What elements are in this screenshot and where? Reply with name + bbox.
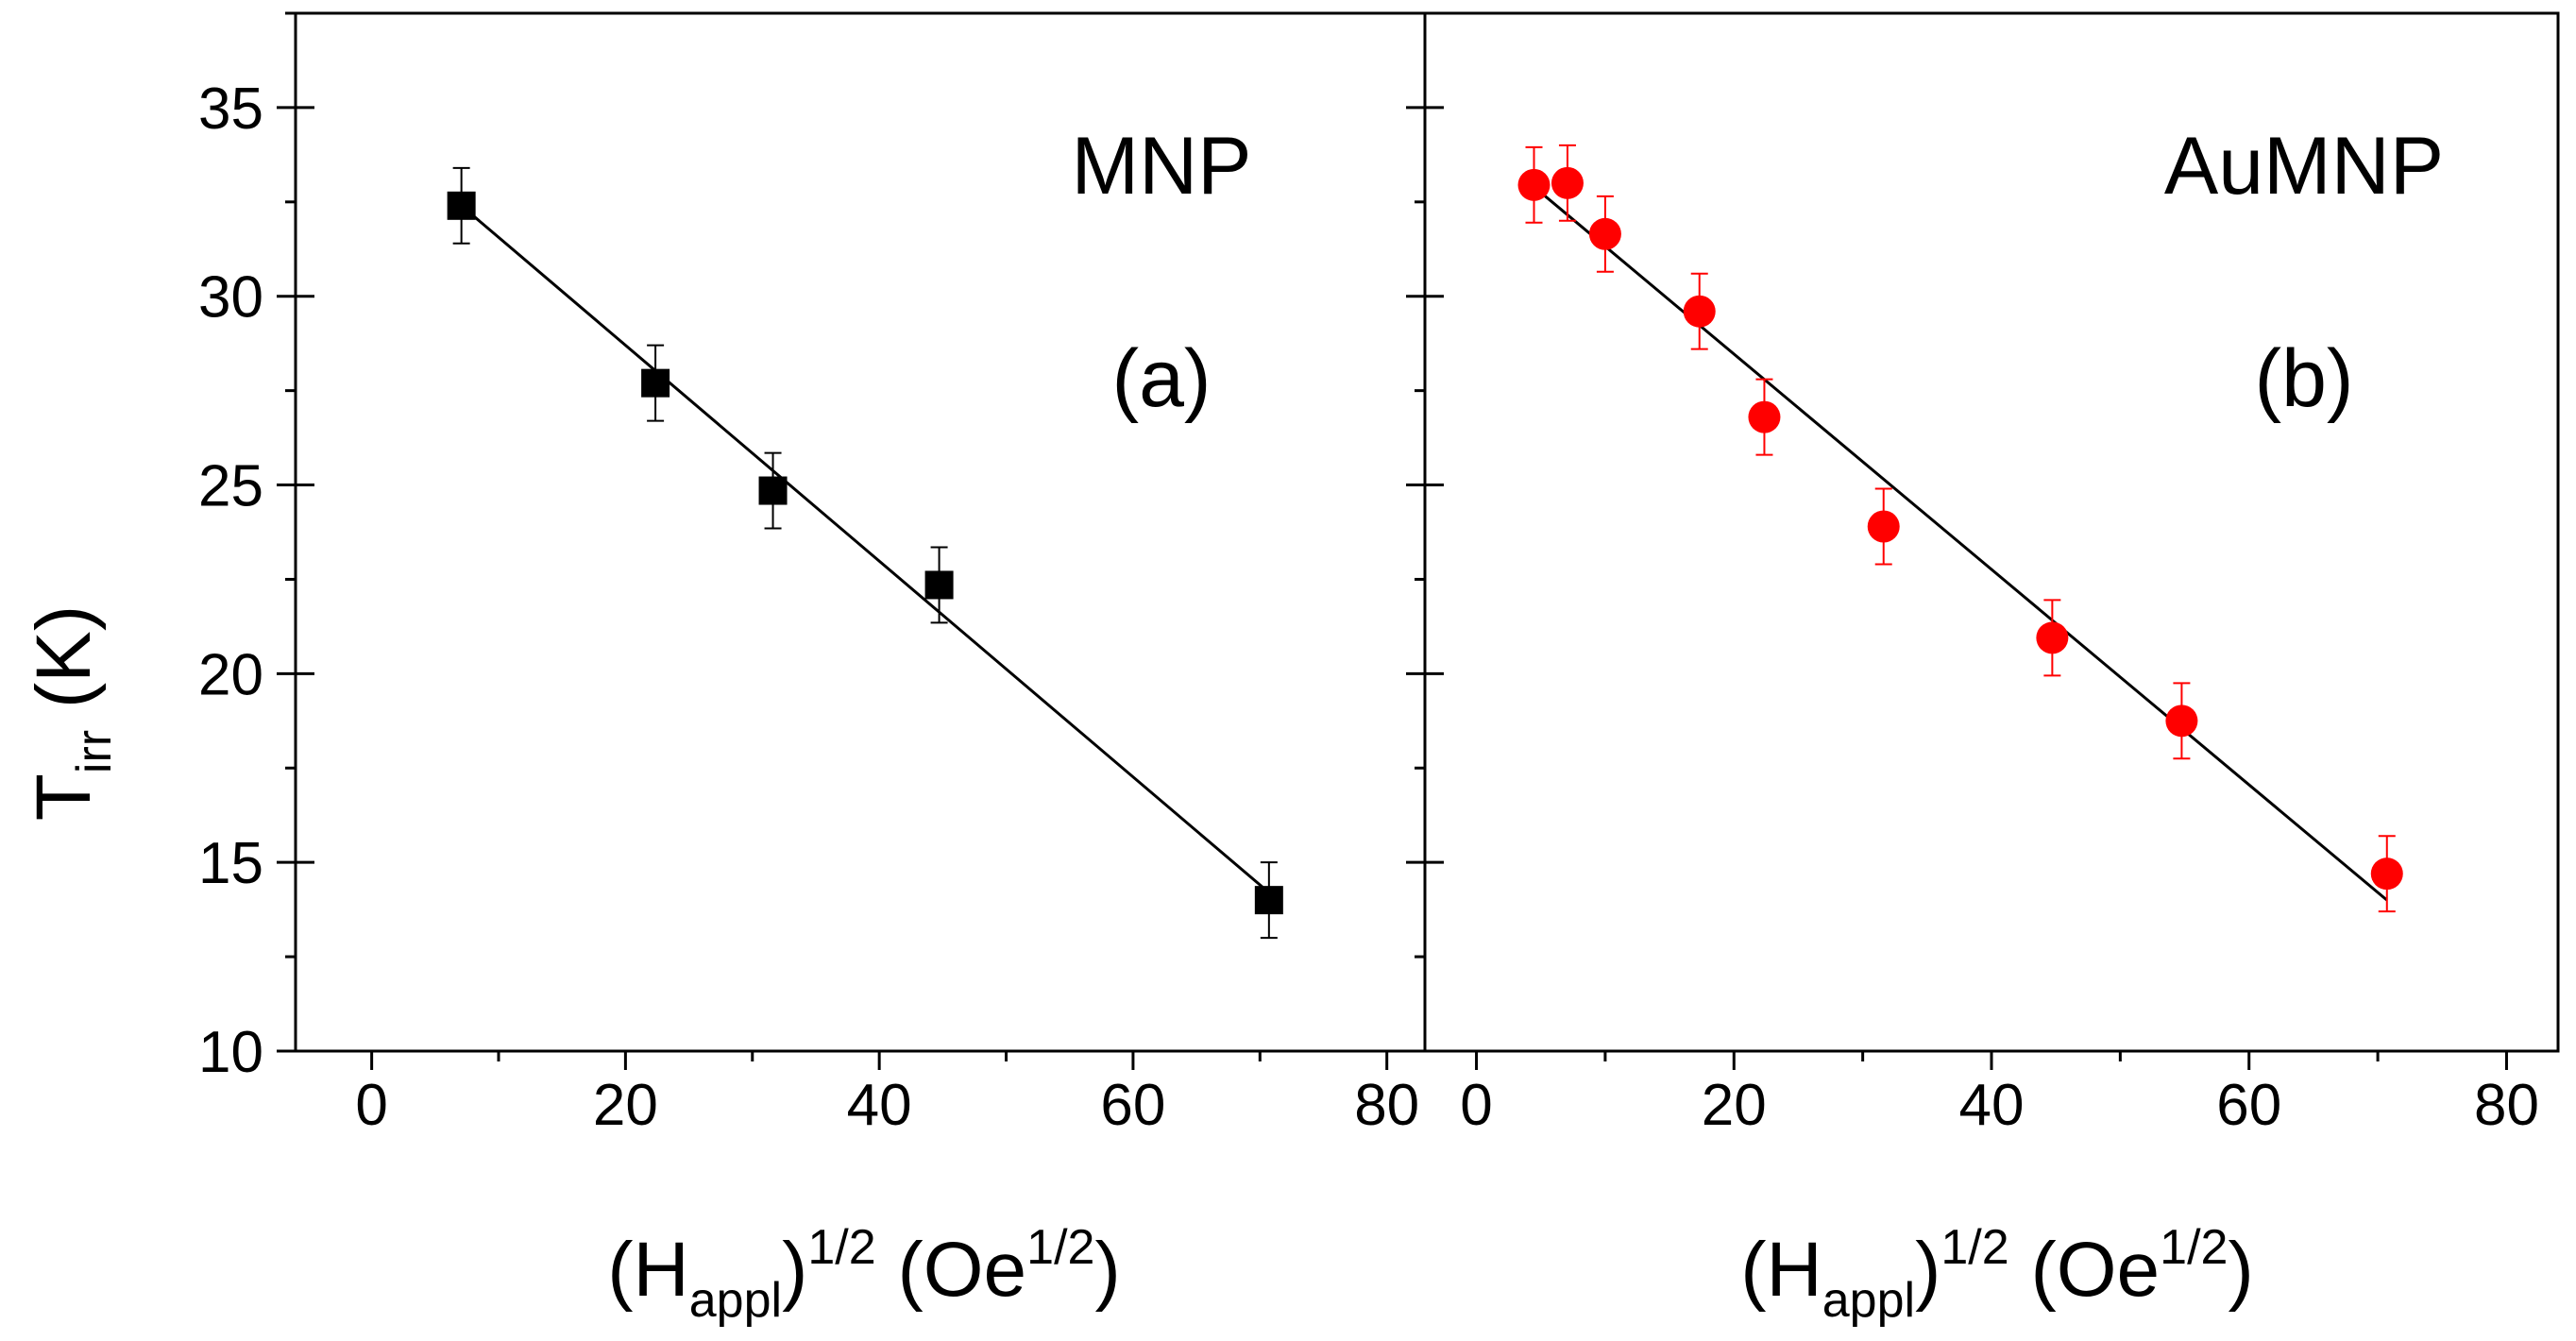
panel-a-label: (a) xyxy=(1111,333,1211,424)
y-tick-label: 15 xyxy=(198,831,263,896)
x-title-open: (H xyxy=(1740,1227,1822,1313)
y-tick-label: 30 xyxy=(198,265,263,331)
x-title-unit-superscript: 1/2 xyxy=(2160,1220,2228,1275)
fit-line xyxy=(1533,185,2388,902)
panel-b-sample-label: AuMNP xyxy=(2164,121,2444,212)
data-point xyxy=(447,191,476,220)
fit-line xyxy=(460,204,1270,894)
x-tick-label: 60 xyxy=(2216,1073,2281,1138)
chart-marks: 0 20 40 60 80 10 15 20 25 30 35 0 20 40 60 80 xyxy=(198,11,2560,1138)
panel-b-x-axis-title: (Happl)1/2 (Oe1/2) xyxy=(1740,1220,2254,1328)
x-tick-label: 20 xyxy=(1702,1073,1767,1138)
x-title-unit: (Oe xyxy=(2009,1227,2160,1313)
x-title-superscript: 1/2 xyxy=(807,1220,875,1275)
x-tick-label: 40 xyxy=(1959,1073,2025,1138)
data-point xyxy=(1748,400,1781,433)
x-tick-label: 40 xyxy=(847,1073,912,1138)
y-axis-title-main: T xyxy=(21,773,107,821)
x-title-unit-superscript: 1/2 xyxy=(1026,1220,1094,1275)
x-title-unit: (Oe xyxy=(876,1227,1026,1313)
x-tick-label: 60 xyxy=(1100,1073,1165,1138)
panel-a-x-axis-title: (Happl)1/2 (Oe1/2) xyxy=(607,1220,1121,1328)
data-point xyxy=(1551,166,1584,199)
data-point xyxy=(2165,704,2198,738)
panel-a: 0 20 40 60 80 10 15 20 25 30 35 xyxy=(198,11,1427,1138)
x-title-close: ) xyxy=(1915,1227,1940,1313)
data-point xyxy=(2036,621,2069,654)
x-tick-label: 20 xyxy=(593,1073,658,1138)
y-tick-label: 25 xyxy=(198,454,263,519)
data-point xyxy=(1588,217,1621,250)
data-point xyxy=(2370,857,2403,891)
data-point xyxy=(1517,168,1551,201)
x-tick-label: 0 xyxy=(1460,1073,1492,1138)
x-title-close: ) xyxy=(782,1227,807,1313)
data-point xyxy=(924,570,954,600)
x-tick-label: 80 xyxy=(1354,1073,1419,1138)
data-point xyxy=(1867,510,1900,543)
y-axis-title-unit: (K) xyxy=(21,605,107,730)
x-tick-label: 0 xyxy=(355,1073,387,1138)
data-point xyxy=(1254,886,1283,915)
data-point xyxy=(641,368,670,398)
panel-b: 0 20 40 60 80 xyxy=(1406,11,2560,1138)
data-point xyxy=(1683,295,1716,328)
y-axis-title: Tirr (K) xyxy=(21,605,122,821)
y-tick-label: 10 xyxy=(198,1020,263,1085)
panel-b-label: (b) xyxy=(2254,333,2353,424)
x-title-open: (H xyxy=(607,1227,689,1313)
x-title-unit-close: ) xyxy=(2228,1227,2253,1313)
panel-a-sample-label: MNP xyxy=(1071,121,1251,212)
x-tick-label: 80 xyxy=(2474,1073,2539,1138)
data-point xyxy=(758,476,788,505)
x-title-subscript: appl xyxy=(1822,1273,1915,1328)
x-title-superscript: 1/2 xyxy=(1940,1220,2008,1275)
y-tick-label: 20 xyxy=(198,642,263,707)
x-title-unit-close: ) xyxy=(1094,1227,1120,1313)
y-tick-label: 35 xyxy=(198,76,263,142)
x-title-subscript: appl xyxy=(689,1273,782,1328)
y-axis-title-subscript: irr xyxy=(67,730,122,773)
